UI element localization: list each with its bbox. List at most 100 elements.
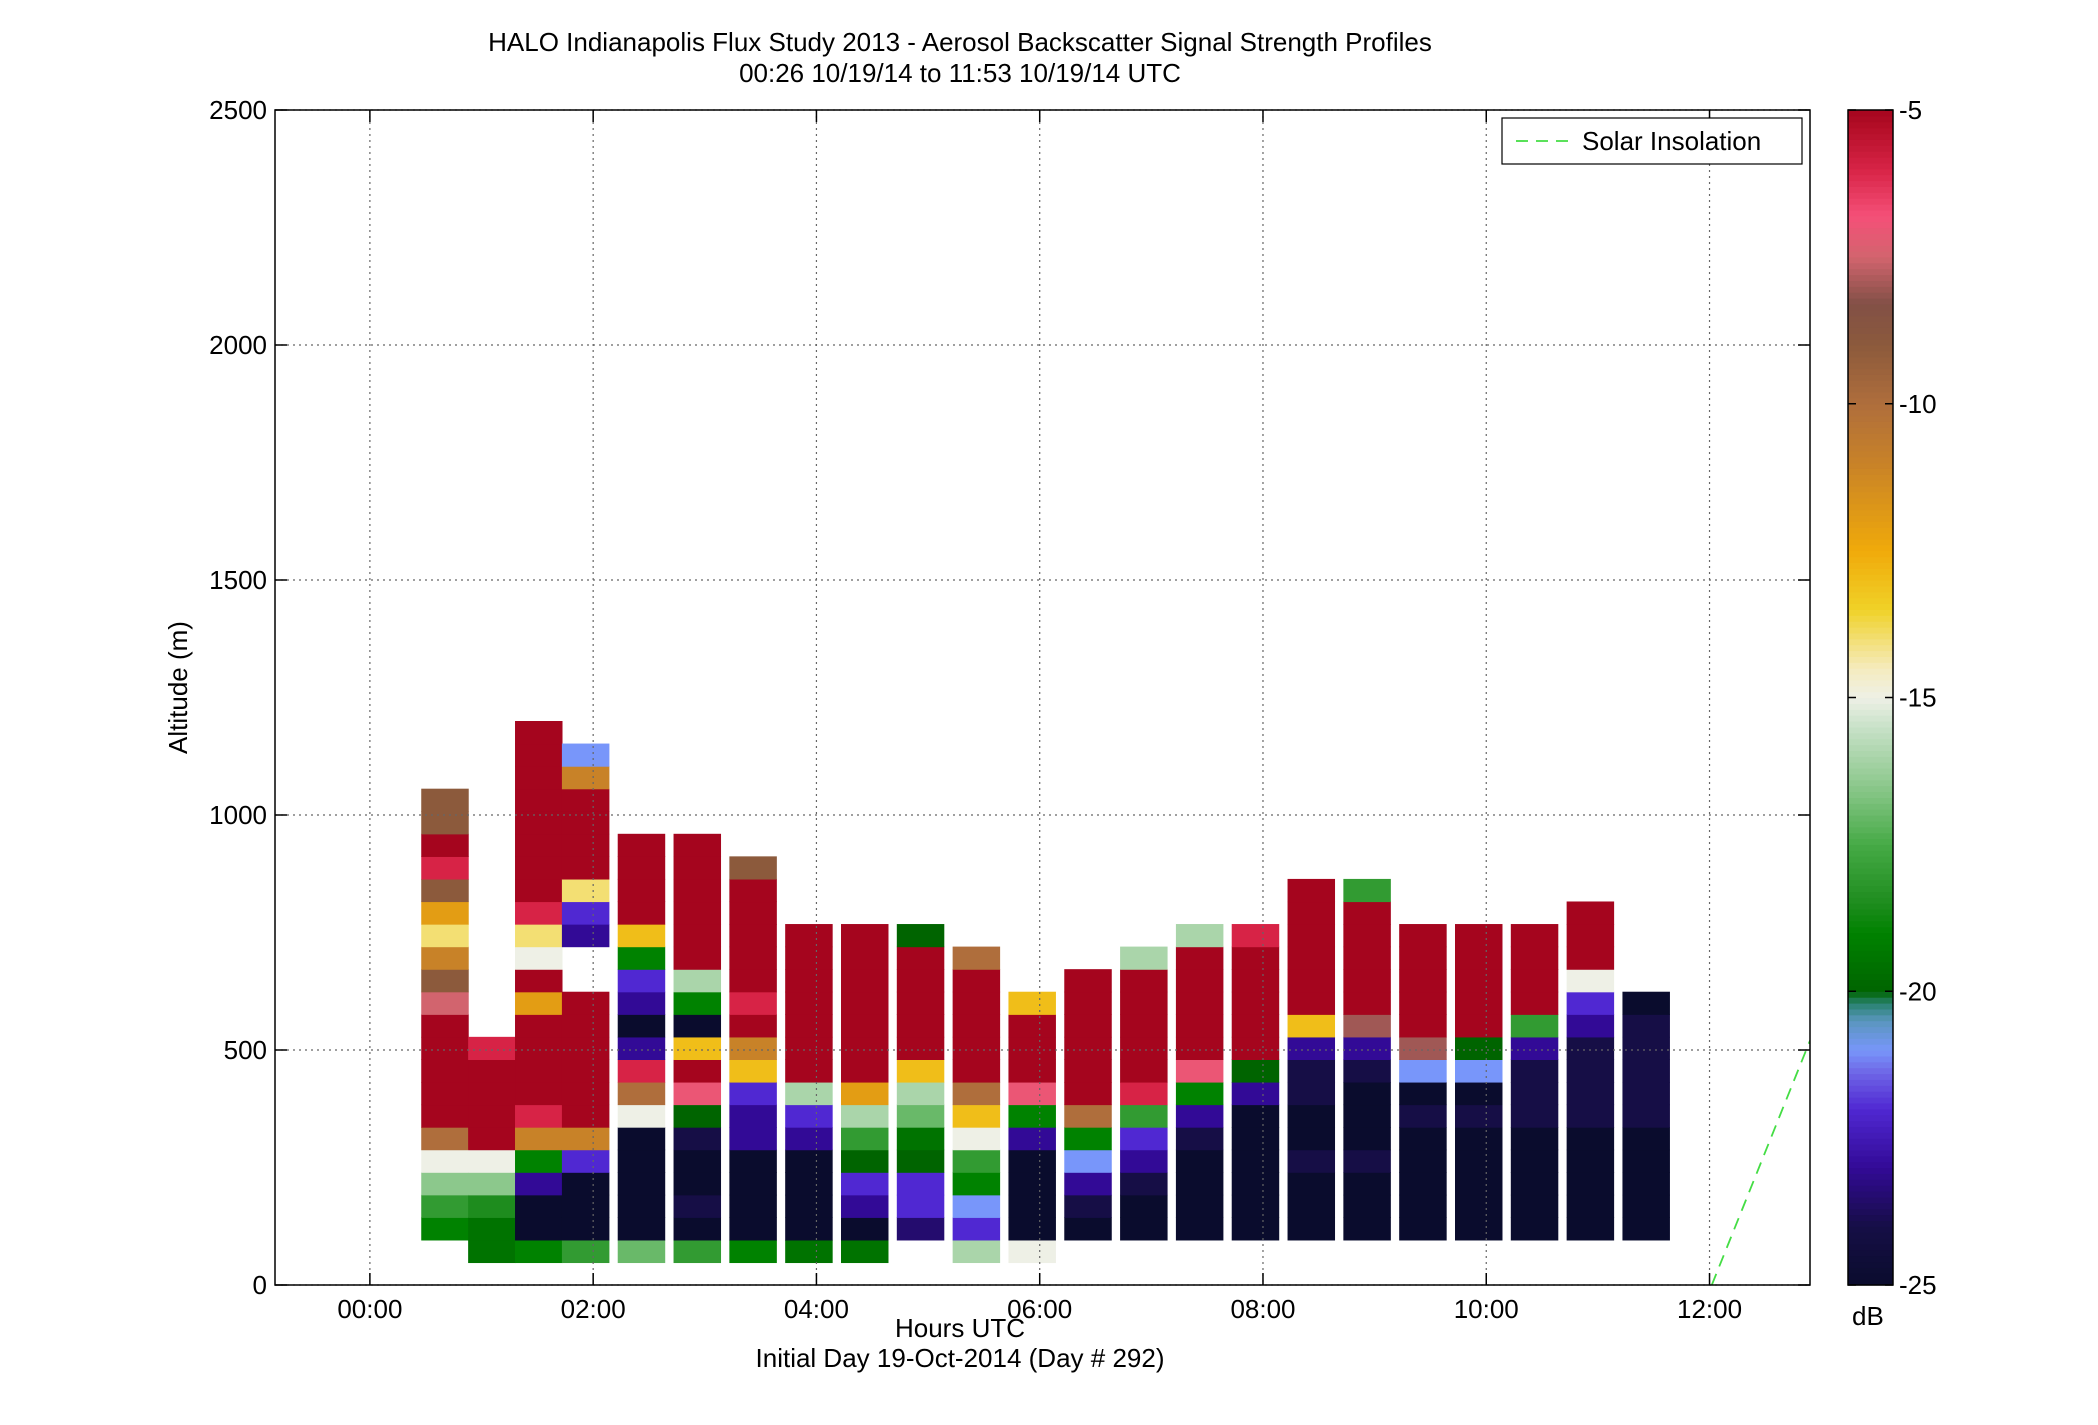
colorbar-swatch	[1848, 585, 1893, 593]
colorbar-swatch	[1848, 333, 1893, 340]
heatmap-cell	[515, 1149, 563, 1173]
heatmap-cell	[729, 969, 777, 993]
heatmap-cell	[421, 811, 469, 835]
colorbar-swatch	[1848, 997, 1893, 1004]
colorbar-swatch	[1848, 838, 1893, 845]
heatmap-cell	[1566, 1194, 1615, 1218]
heatmap-cell	[1399, 924, 1447, 948]
heatmap-cell	[1399, 1104, 1447, 1128]
heatmap-cell	[1455, 1149, 1503, 1173]
heatmap-cell	[1120, 1036, 1168, 1060]
heatmap-cell	[421, 856, 469, 880]
heatmap-cell	[1622, 1172, 1670, 1196]
colorbar-swatch	[1848, 562, 1893, 569]
heatmap-cell	[1622, 1104, 1670, 1128]
heatmap-cell	[896, 946, 945, 970]
heatmap-cell	[617, 924, 666, 948]
colorbar-swatch	[1848, 738, 1893, 746]
heatmap-cell	[1064, 991, 1112, 1015]
y-axis-label: Altitude (m)	[162, 621, 193, 754]
colorbar-swatch	[1848, 973, 1893, 981]
heatmap-cell	[1622, 1059, 1670, 1083]
heatmap-cell	[1455, 1036, 1503, 1060]
heatmap-cell	[952, 1217, 1001, 1241]
heatmap-cell	[1510, 924, 1559, 948]
colorbar-swatch	[1848, 685, 1893, 693]
heatmap-cell	[1622, 1014, 1670, 1038]
heatmap-cell	[1455, 1081, 1503, 1106]
heatmap-cell	[1622, 1081, 1670, 1106]
colorbar-swatch	[1848, 315, 1893, 323]
x-tick-label: 12:00	[1677, 1294, 1742, 1324]
heatmap-cell	[561, 1059, 610, 1083]
heatmap-cell	[952, 969, 1001, 993]
colorbar-swatch	[1848, 779, 1893, 787]
heatmap-cell	[1399, 969, 1447, 993]
heatmap-cell	[1231, 1081, 1280, 1106]
heatmap-cell	[729, 946, 777, 970]
heatmap-cell	[1008, 1239, 1056, 1264]
heatmap-cell	[1287, 1149, 1336, 1173]
colorbar-swatch	[1848, 450, 1893, 458]
heatmap-cell	[515, 743, 563, 767]
y-tick-label: 1500	[209, 565, 267, 595]
heatmap-cell	[673, 1127, 722, 1151]
heatmap-cell	[1175, 1081, 1224, 1106]
heatmap-cell	[421, 1059, 469, 1083]
x-tick-label: 02:00	[561, 1294, 626, 1324]
colorbar-swatch	[1848, 362, 1893, 370]
colorbar-swatch	[1848, 850, 1893, 857]
colorbar-swatch	[1848, 239, 1893, 246]
colorbar-swatch	[1848, 773, 1893, 781]
colorbar-swatch	[1848, 862, 1893, 869]
y-tick-label: 0	[253, 1270, 267, 1300]
colorbar-swatch	[1848, 1050, 1893, 1057]
heatmap-cell	[1510, 969, 1559, 993]
x-tick-label: 10:00	[1454, 1294, 1519, 1324]
heatmap-cell	[1231, 1127, 1280, 1151]
heatmap-cell	[1510, 1036, 1559, 1060]
colorbar-swatch	[1848, 856, 1893, 863]
heatmap-cell	[896, 1014, 945, 1038]
colorbar-label: dB	[1852, 1301, 1884, 1331]
colorbar-swatch	[1848, 127, 1893, 135]
heatmap-cell	[896, 1081, 945, 1106]
heatmap-cell	[515, 1194, 563, 1218]
colorbar-swatch	[1848, 897, 1893, 904]
colorbar-tick-label: -10	[1899, 389, 1937, 419]
heatmap-cell	[421, 788, 469, 812]
heatmap-cell	[1120, 946, 1168, 970]
heatmap-cell	[515, 901, 563, 925]
heatmap-cell	[1064, 1127, 1112, 1151]
x-tick-label: 00:00	[337, 1294, 402, 1324]
heatmap-cell	[1064, 1149, 1112, 1173]
heatmap-cell	[1120, 969, 1168, 993]
heatmap-cell	[673, 1149, 722, 1173]
heatmap-cell	[1343, 991, 1391, 1015]
heatmap-cell	[1510, 946, 1559, 970]
heatmap-cell	[1566, 1036, 1615, 1060]
colorbar-swatch	[1848, 967, 1893, 975]
colorbar-swatch	[1848, 909, 1893, 916]
heatmap-cell	[1510, 1059, 1559, 1083]
heatmap-cell	[1399, 1127, 1447, 1151]
heatmap-cell	[1231, 969, 1280, 993]
colorbar-swatch	[1848, 186, 1893, 193]
colorbar-swatch	[1848, 1108, 1893, 1116]
heatmap-cell	[1343, 1127, 1391, 1151]
colorbar-swatch	[1848, 1026, 1893, 1033]
heatmap-cell	[896, 924, 945, 948]
heatmap-cell	[896, 1172, 945, 1196]
colorbar-swatch	[1848, 568, 1893, 575]
heatmap-cell	[421, 1036, 469, 1060]
colorbar-swatch	[1848, 292, 1893, 299]
heatmap-cell	[1510, 991, 1559, 1015]
colorbar-swatch	[1848, 815, 1893, 822]
colorbar-swatch	[1848, 198, 1893, 205]
heatmap-cell	[468, 1194, 516, 1218]
colorbar-swatch	[1848, 268, 1893, 276]
colorbar-swatch	[1848, 691, 1893, 699]
heatmap-cell	[1008, 1194, 1056, 1218]
heatmap-cell	[1064, 969, 1112, 993]
heatmap-cell	[952, 946, 1001, 970]
